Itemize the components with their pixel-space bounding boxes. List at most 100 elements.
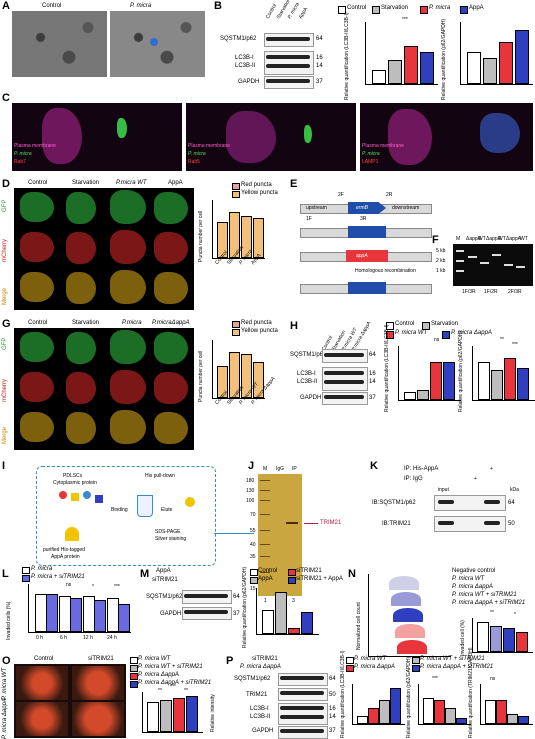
k-header-2: IP: IgG — [404, 476, 423, 482]
em-arrow — [150, 38, 158, 46]
o-sig-2: ** — [184, 688, 188, 694]
j-lane-ip: IP — [292, 466, 297, 472]
p-kda-4: 14 — [329, 714, 336, 720]
j-marker-5: 55 — [250, 528, 256, 534]
n-sig-2: * — [514, 612, 516, 618]
g-row-3: Merge — [2, 426, 8, 444]
h-legend: Control Starvation P. micra WT P. micra … — [386, 320, 534, 340]
j-marker-4: 70 — [250, 512, 256, 518]
p-blot-3: LC3B-I — [250, 706, 269, 712]
l-x-3: 12 h — [83, 635, 93, 641]
panel-letter-n: N — [348, 568, 356, 580]
p-chart-1 — [352, 684, 405, 725]
d-col-4: AppA — [168, 180, 183, 186]
panel-letter-h: H — [290, 320, 298, 332]
panel-letter-j: J — [248, 460, 255, 472]
em-image-control — [12, 11, 107, 77]
h-kda-1: 64 — [369, 352, 376, 358]
d-col-3: P.micra WT — [116, 180, 147, 186]
m-kda-1: 64 — [233, 594, 240, 600]
d-ylabel: Puncta number per cell — [198, 210, 204, 262]
n-histogram — [368, 574, 451, 657]
l-chart — [28, 584, 131, 633]
h-chart2-sig2: ** — [500, 337, 504, 343]
o-col-1: Control — [34, 656, 54, 662]
h-kda-4: 37 — [369, 395, 376, 401]
f-lane-6: WT — [520, 236, 528, 242]
f-xlabel-1: 1F/3R — [462, 289, 476, 295]
m-ylabel: Relative quantification (p62/GAPDH) — [242, 566, 248, 648]
p-chart2-sig: *** — [432, 676, 438, 682]
em-image-pmicra — [110, 11, 205, 77]
j-lane-m: M — [263, 466, 268, 472]
k-kda: kDa — [510, 487, 519, 493]
f-lane-m: M — [456, 236, 461, 242]
o-chart — [142, 692, 203, 733]
j-num-1: 1 — [264, 598, 267, 604]
g-grid — [14, 328, 194, 450]
k-blot-2 — [434, 516, 506, 532]
h-kda-3: 14 — [369, 379, 376, 385]
m-row-sitrim: siTRIM21 — [152, 577, 178, 583]
panel-letter-f: F — [432, 234, 439, 246]
o-row-1: P. micra WT — [2, 667, 8, 700]
p-kda-1: 64 — [329, 676, 336, 682]
h-row-p62: SQSTM1/p62 — [290, 352, 327, 358]
o-col-2: siTRIM21 — [88, 656, 114, 662]
p-row-sitrim: siTRIM21 — [252, 656, 278, 662]
b-chart2-ylabel: Relative quantification (p62/GAPDH) — [441, 18, 447, 100]
panel-letter-a: A — [2, 0, 10, 12]
g-col-3: P.micra — [122, 320, 142, 326]
b-lane-4: AppA — [297, 6, 310, 20]
i-arrow — [214, 533, 254, 534]
j-target-arrow — [304, 523, 318, 524]
panel-letter-k: K — [370, 460, 378, 472]
panel-letter-d: D — [2, 178, 10, 190]
j-marker-3: 100 — [246, 498, 255, 504]
p-blot-1: SQSTM1/p62 — [234, 676, 271, 682]
b-chart1-ylabel: Relative quantification (LC3B-II/LC3B-I) — [344, 12, 350, 100]
o-row-2: P. micra ΔappA — [2, 698, 8, 739]
h-chart2-sig3: *** — [512, 342, 518, 348]
j-lane-igg: IgG — [276, 466, 285, 472]
m-blot-p62: SQSTM1/p62 — [146, 594, 183, 600]
k-kda-1: 64 — [508, 500, 515, 506]
o-sig-3: ** — [158, 688, 162, 694]
j-marker-7: 35 — [250, 554, 256, 560]
k-plus-2: + — [490, 466, 493, 472]
h-chart1-ylabel: Relative quantification (LC3B-II/LC3B-I) — [384, 324, 390, 412]
j-target-label: TRIM21 — [320, 520, 342, 526]
m-chart — [256, 588, 319, 635]
panel-letter-e: E — [290, 178, 298, 190]
n-ylabel2: Invaded cell (%) — [460, 620, 466, 656]
l-sig-3: *** — [114, 584, 120, 590]
g-col-4: P.micraΔappA — [152, 320, 190, 326]
g-ylabel: Puncta number per cell — [198, 350, 204, 402]
p-blot-4: LC3B-II — [250, 714, 271, 720]
k-kda-2: 50 — [508, 521, 515, 527]
f-marker-3: 1 kb — [436, 268, 446, 274]
p-chart1-ylabel: Relative quantification (LC3B-II/LC3B-I) — [340, 650, 346, 738]
g-col-1: Control — [28, 320, 48, 326]
k-col-input: input — [438, 487, 449, 493]
m-row-appa: AppA — [156, 568, 171, 574]
panel-letter-p: P — [226, 655, 234, 667]
f-marker-1: 5 kb — [436, 248, 446, 254]
l-x-1: 0 h — [36, 635, 43, 641]
o-grid — [14, 664, 126, 738]
b-row-lc3b2: LC3B-II — [235, 63, 256, 69]
b-chart1-sig: *** — [402, 17, 408, 23]
p-blot-2: TRIM21 — [246, 692, 268, 698]
l-x-4: 24 h — [107, 635, 117, 641]
f-gel — [453, 244, 533, 286]
f-lane-5: ΔappA — [506, 236, 522, 242]
l-sig-2: * — [92, 584, 94, 590]
h-kda-2: 16 — [369, 371, 376, 377]
b-legend: Control Starvation P. micra AppA — [338, 4, 533, 14]
p-chart3-ylabel: Relative quantification (TRIM21/GAPDH) — [468, 647, 474, 738]
h-chart1-ns: ns — [434, 337, 440, 343]
c-image-1: Plasma membrane P. micra Rab7 — [12, 103, 182, 171]
o-sig-1: *** — [170, 684, 176, 690]
g-row-2: mCherry — [2, 378, 8, 402]
h-chart-1 — [398, 346, 461, 401]
